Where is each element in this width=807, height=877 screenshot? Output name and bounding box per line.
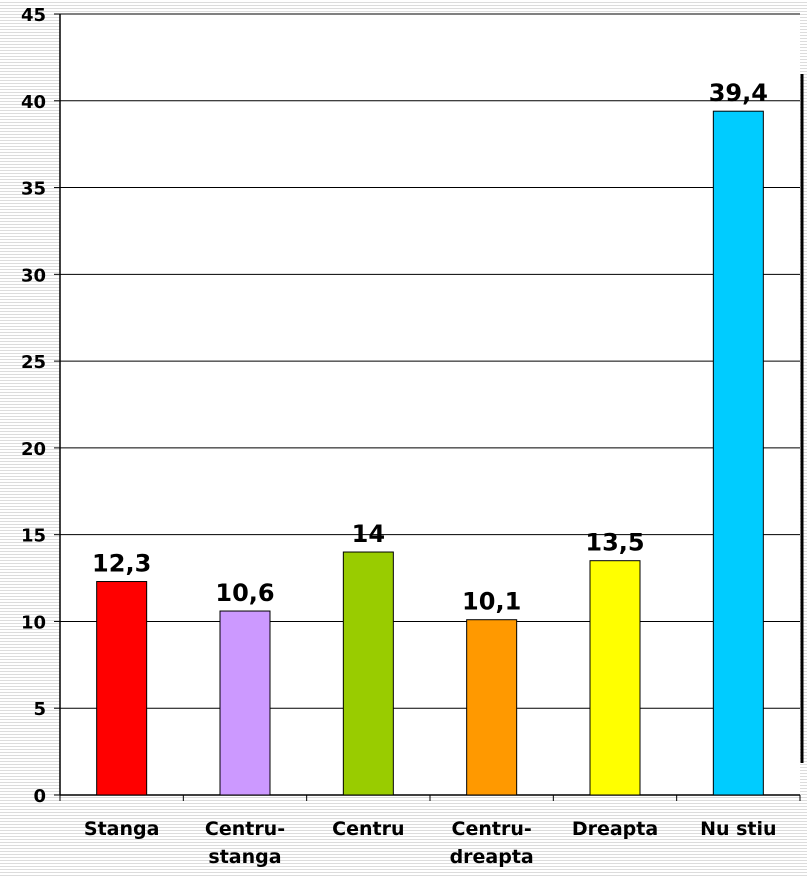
y-tick-label: 30 [21, 265, 46, 286]
bar-centru-dreapta [466, 619, 518, 796]
bar-dreapta [589, 560, 641, 796]
y-tick-label: 10 [21, 612, 46, 633]
category-label: Centru- [452, 818, 532, 840]
bar-stanga [96, 581, 148, 796]
data-label: 12,3 [92, 550, 151, 578]
bar-centru-stanga [219, 610, 271, 796]
data-label: 14 [352, 520, 385, 548]
y-tick-label: 35 [21, 179, 46, 200]
category-label: stanga [208, 846, 281, 868]
axes [54, 13, 804, 801]
labels: 0 5 10 15 20 25 30 35 40 45 12,3 Stanga 10,6 Centru-s… [21, 5, 777, 868]
y-tick-label: 0 [33, 786, 46, 807]
y-tick-label: 15 [21, 526, 46, 547]
bars [96, 110, 764, 796]
category-label: Dreapta [572, 818, 658, 840]
data-label: 10,1 [462, 588, 521, 616]
category-label: dreapta [450, 846, 534, 868]
bar-centru [342, 551, 394, 796]
bar-nu-stiu [712, 110, 764, 796]
gridlines [60, 13, 800, 795]
y-tick-label: 40 [21, 92, 46, 113]
category-label: Stanga [84, 818, 160, 840]
y-tick-label: 5 [33, 699, 46, 720]
plot-area [60, 14, 800, 795]
data-label: 13,5 [585, 529, 644, 557]
category-label: Centru- [205, 818, 285, 840]
data-label: 39,4 [709, 79, 768, 107]
y-tick-label: 25 [21, 352, 46, 373]
category-label: Centru [332, 818, 404, 840]
category-label: Nu stiu [700, 818, 776, 840]
data-label: 10,6 [215, 579, 274, 607]
y-tick-label: 45 [21, 5, 46, 26]
y-tick-label: 20 [21, 439, 46, 460]
